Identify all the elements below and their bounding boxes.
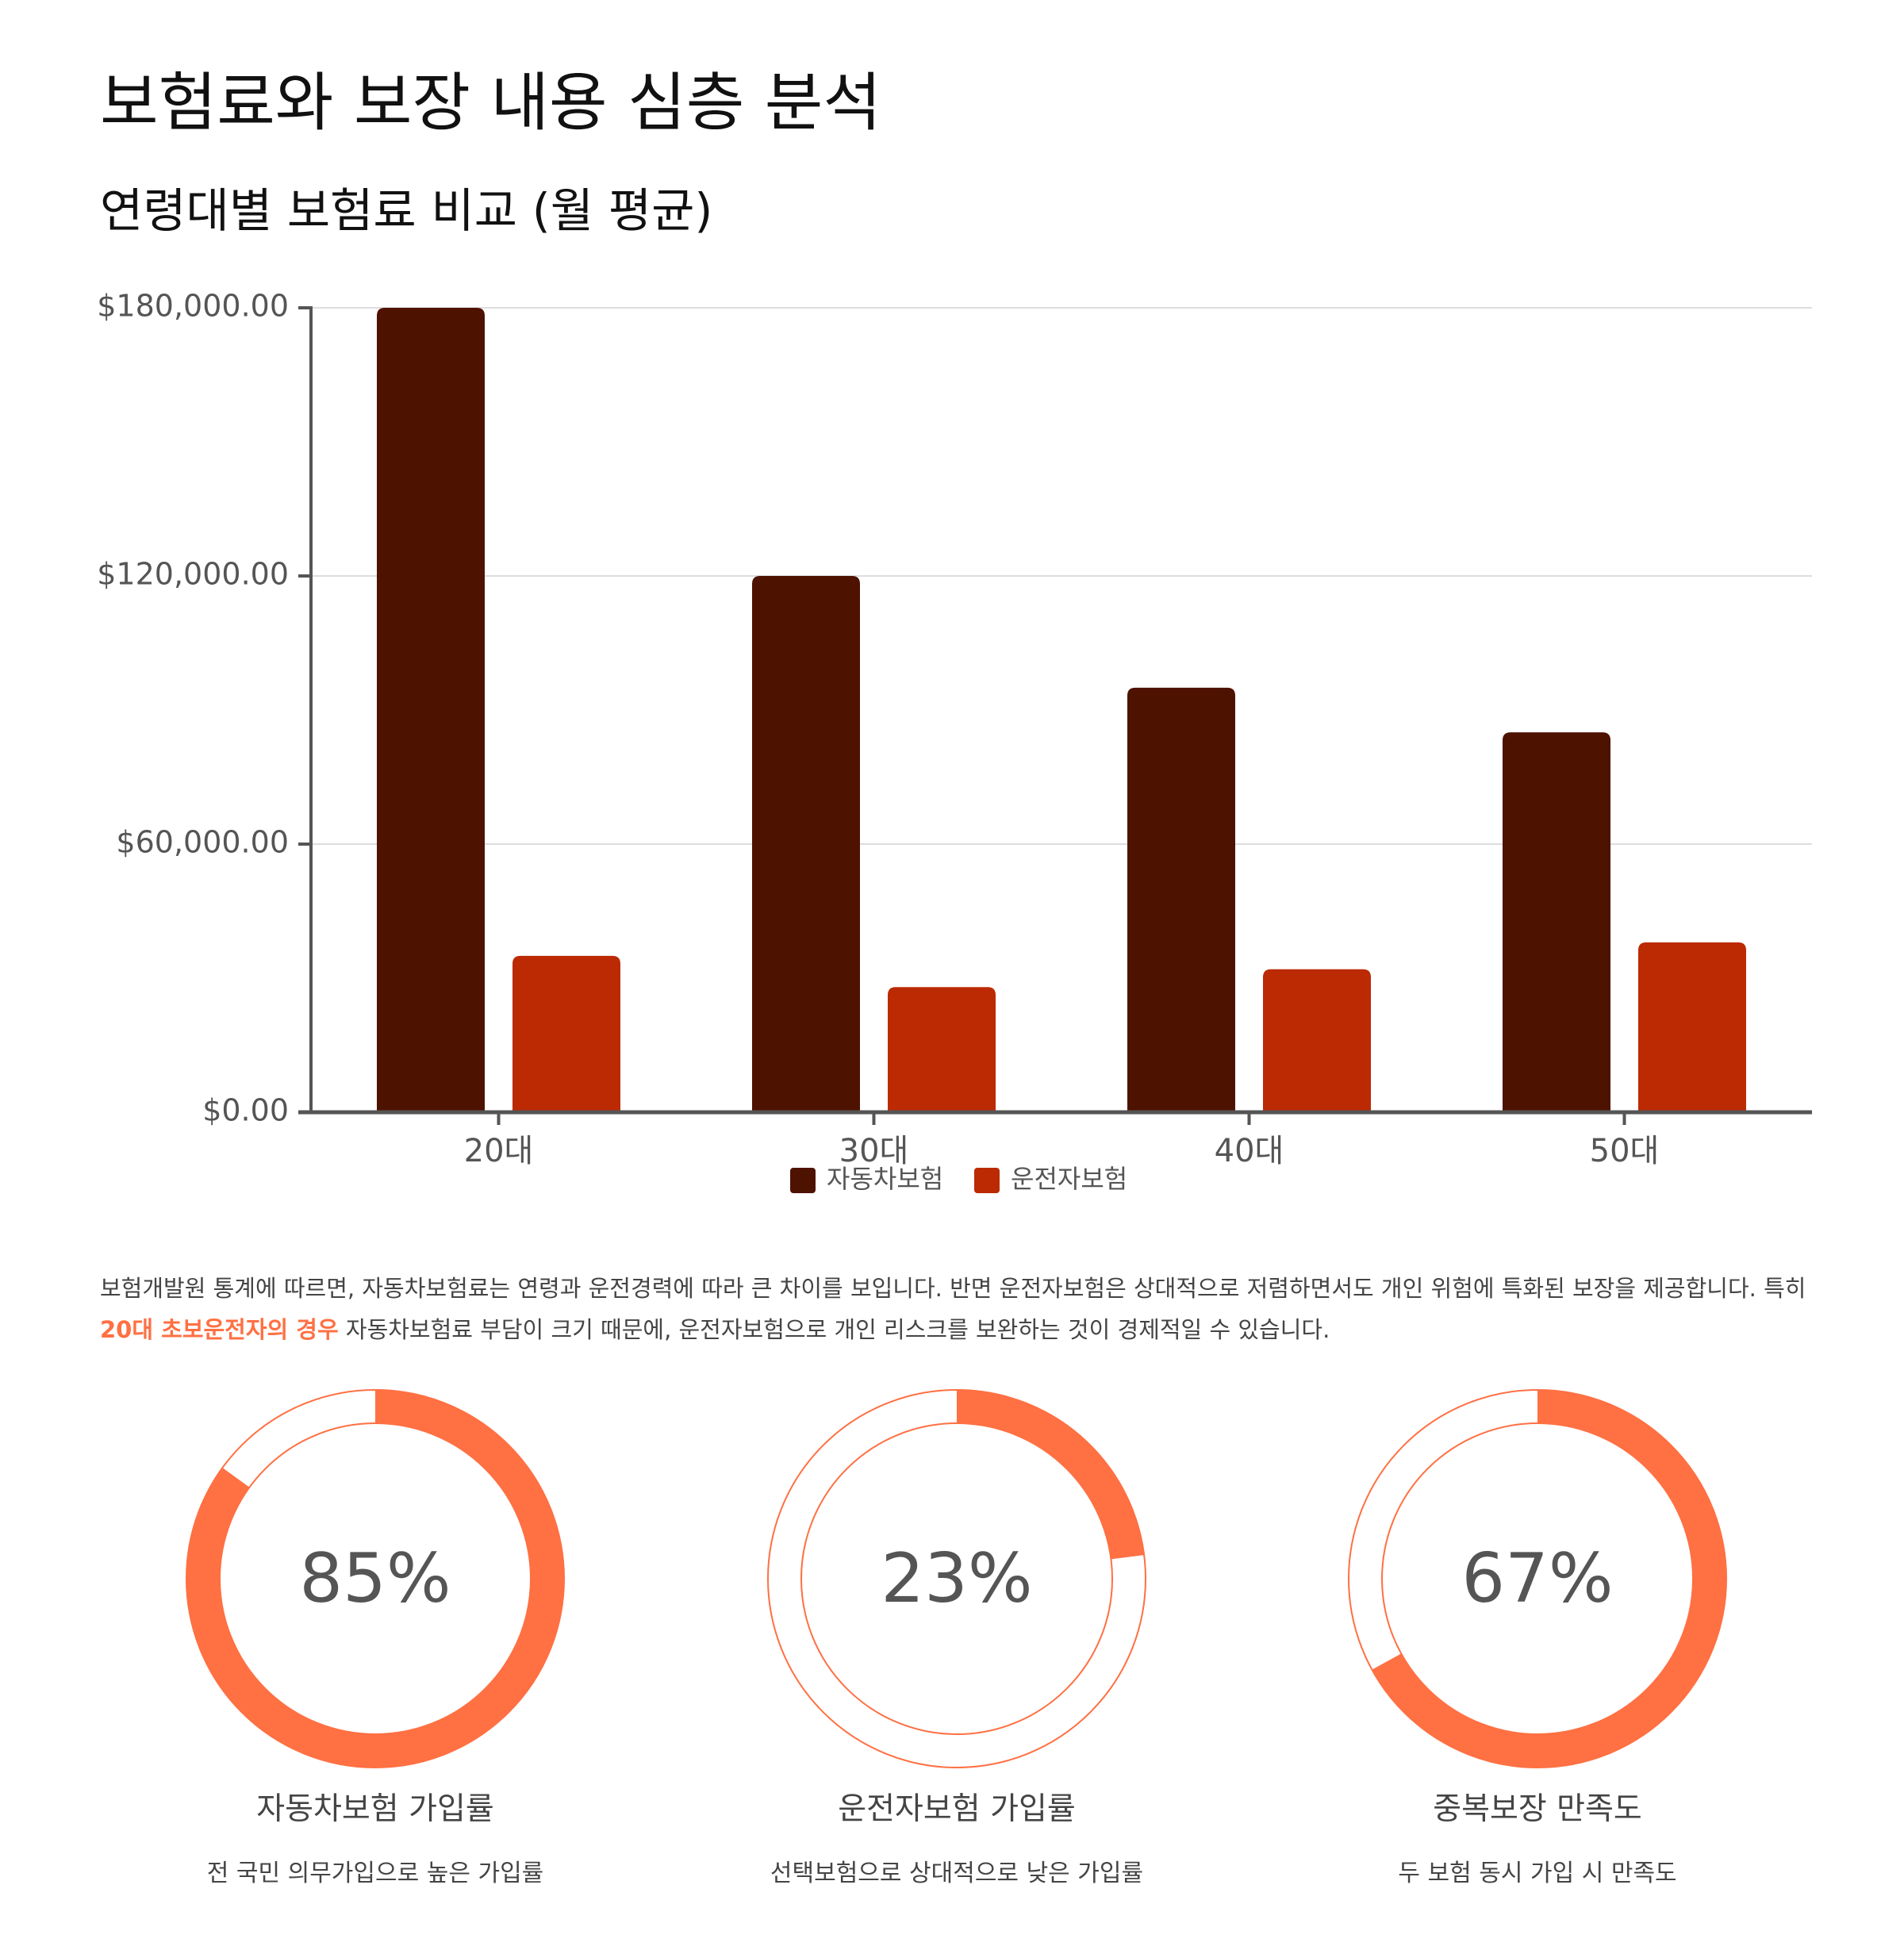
bar-driver-insurance [512, 955, 620, 1112]
legend-swatch [790, 1168, 816, 1193]
bar-auto-insurance [1127, 687, 1235, 1112]
donut-chart: 67% [1348, 1389, 1727, 1768]
stat-card-satisfaction: 67% 중복보장 만족도 두 보험 동시 가입 시 만족도 [1299, 1380, 1775, 1904]
bar-auto-insurance [377, 308, 485, 1112]
bar-driver-insurance [888, 987, 996, 1112]
x-tick-label: 50대 [1590, 1133, 1660, 1169]
donut-chart: 85% [186, 1389, 565, 1768]
legend-label: 자동차보험 [827, 1164, 943, 1194]
description-paragraph: 보험개발원 통계에 따르면, 자동차보험료는 연령과 운전경력에 따라 큰 차이… [100, 1268, 1814, 1350]
chart-title: 연령대별 보험료 비교 (월 평균) [100, 183, 713, 238]
bar-auto-insurance [752, 576, 860, 1112]
bar-driver-insurance [1263, 969, 1371, 1112]
donut-chart: 23% [767, 1389, 1146, 1768]
donut-percentage: 23% [881, 1539, 1032, 1618]
bar-auto-insurance [1503, 732, 1610, 1112]
x-tick-label: 30대 [839, 1133, 909, 1169]
donut-progress-arc [956, 1390, 1145, 1560]
bar-driver-insurance [1638, 942, 1746, 1112]
y-tick-label: $120,000.00 [97, 557, 289, 592]
description-text: 보험개발원 통계에 따르면, 자동차보험료는 연령과 운전경력에 따라 큰 차이… [100, 1275, 1806, 1302]
y-tick-label: $60,000.00 [116, 825, 289, 860]
y-tick-label: $180,000.00 [97, 289, 289, 324]
x-tick-label: 20대 [464, 1133, 534, 1169]
description-text-end: 자동차보험료 부담이 크기 때문에, 운전자보험으로 개인 리스크를 보완하는 … [338, 1316, 1330, 1343]
stat-subtitle: 두 보험 동시 가입 시 만족도 [1398, 1860, 1677, 1887]
description-highlight: 20대 초보운전자의 경우 [100, 1316, 339, 1343]
stat-title: 중복보장 만족도 [1433, 1791, 1642, 1827]
donut-percentage: 67% [1461, 1539, 1613, 1618]
x-tick-label: 40대 [1215, 1133, 1284, 1169]
stat-title: 운전자보험 가입률 [838, 1791, 1076, 1827]
bar-chart: $0.00 $60,000.00 $120,000.00 $180,000.00 20대… [97, 289, 1812, 1194]
stat-title: 자동차보험 가입률 [256, 1791, 494, 1827]
y-tick-label: $0.00 [202, 1093, 289, 1128]
stat-cards: 85% 자동차보험 가입률 전 국민 의무가입으로 높은 가입률 23% 운전자… [0, 1380, 1904, 1904]
stat-subtitle: 선택보험으로 상대적으로 낮은 가입률 [770, 1860, 1144, 1887]
page-title: 보험료와 보장 내용 심층 분석 [100, 66, 881, 140]
stat-card-driver-enrollment: 23% 운전자보험 가입률 선택보험으로 상대적으로 낮은 가입률 [719, 1380, 1195, 1904]
stat-subtitle: 전 국민 의무가입으로 높은 가입률 [206, 1860, 544, 1887]
donut-progress-arc [186, 1390, 564, 1768]
legend-swatch [974, 1168, 1000, 1193]
donut-progress-arc [1372, 1390, 1726, 1768]
legend-label: 운전자보험 [1011, 1164, 1127, 1194]
stat-card-auto-enrollment: 85% 자동차보험 가입률 전 국민 의무가입으로 높은 가입률 [137, 1380, 613, 1904]
donut-percentage: 85% [299, 1539, 451, 1618]
